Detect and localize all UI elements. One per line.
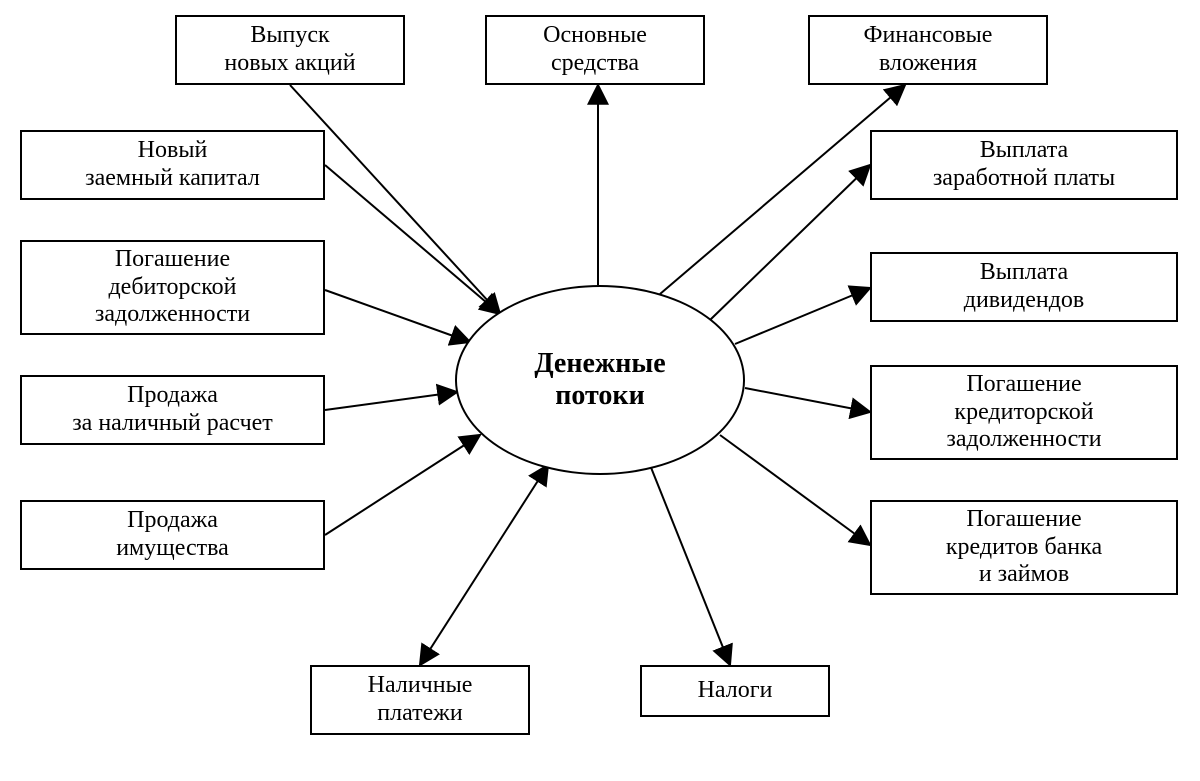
center-label: Денежные потоки: [534, 348, 665, 412]
edge-n3: [660, 85, 905, 294]
edge-n7: [735, 288, 870, 344]
node-n7: Выплата дивидендов: [870, 252, 1178, 322]
node-n6: Погашение дебиторской задолженности: [20, 240, 325, 335]
edge-n13: [650, 465, 730, 665]
node-n13: Налоги: [640, 665, 830, 717]
edge-n5: [710, 165, 870, 320]
node-n3: Финансовые вложения: [808, 15, 1048, 85]
node-label: Погашение кредиторской задолженности: [946, 371, 1101, 454]
edge-n10: [325, 435, 480, 535]
node-n11: Погашение кредитов банка и займов: [870, 500, 1178, 595]
node-label: Погашение кредитов банка и займов: [946, 506, 1102, 589]
node-n4: Новый заемный капитал: [20, 130, 325, 200]
node-label: Выплата заработной платы: [933, 137, 1115, 192]
node-label: Основные средства: [543, 22, 647, 77]
node-label: Финансовые вложения: [864, 22, 993, 77]
edge-n11: [720, 435, 870, 545]
node-n10: Продажа имущества: [20, 500, 325, 570]
node-label: Продажа имущества: [116, 507, 229, 562]
node-label: Выпуск новых акций: [224, 22, 355, 77]
node-n12: Наличные платежи: [310, 665, 530, 735]
node-label: Погашение дебиторской задолженности: [95, 246, 250, 329]
node-label: Налоги: [698, 677, 773, 705]
edge-n9: [745, 388, 870, 412]
edge-n4: [325, 165, 500, 314]
edge-n12: [420, 465, 548, 665]
node-label: Продажа за наличный расчет: [72, 382, 273, 437]
node-label: Новый заемный капитал: [85, 137, 260, 192]
node-n1: Выпуск новых акций: [175, 15, 405, 85]
diagram-canvas: Денежные потоки Выпуск новых акций Основны…: [0, 0, 1200, 781]
node-n8: Продажа за наличный расчет: [20, 375, 325, 445]
node-label: Наличные платежи: [368, 672, 473, 727]
node-n9: Погашение кредиторской задолженности: [870, 365, 1178, 460]
edge-n8: [325, 392, 457, 410]
center-node: Денежные потоки: [455, 285, 745, 475]
node-label: Выплата дивидендов: [964, 259, 1084, 314]
node-n5: Выплата заработной платы: [870, 130, 1178, 200]
node-n2: Основные средства: [485, 15, 705, 85]
edge-n6: [325, 290, 470, 342]
